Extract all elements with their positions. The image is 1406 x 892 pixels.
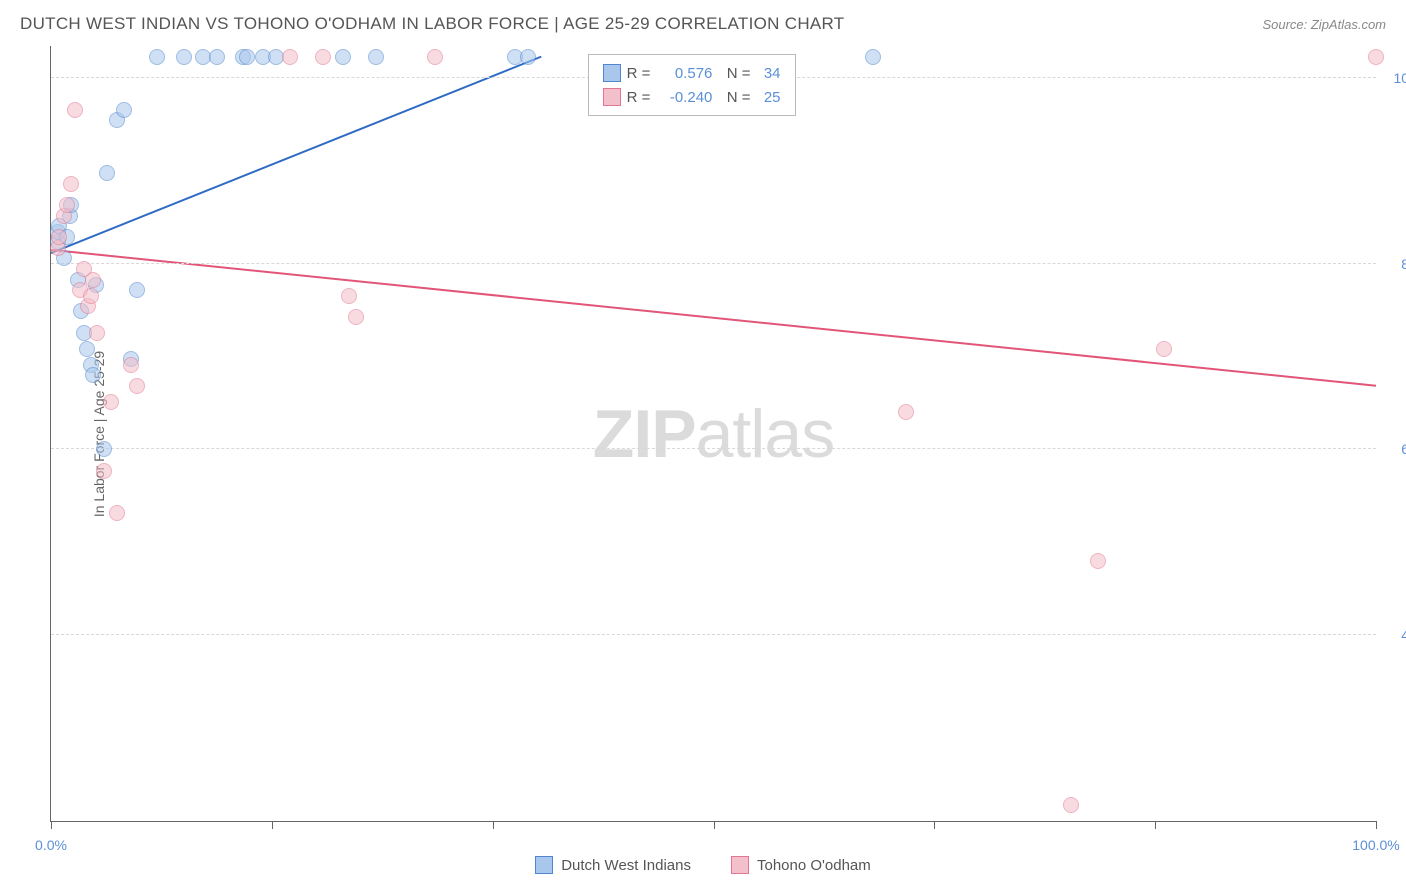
data-point bbox=[85, 367, 101, 383]
x-tick bbox=[1155, 821, 1156, 829]
data-point bbox=[67, 102, 83, 118]
data-point bbox=[96, 441, 112, 457]
data-point bbox=[99, 165, 115, 181]
data-point bbox=[1090, 553, 1106, 569]
data-point bbox=[123, 357, 139, 373]
stat-label: N = bbox=[718, 89, 750, 106]
gridline bbox=[51, 448, 1376, 449]
data-point bbox=[116, 102, 132, 118]
chart-title: DUTCH WEST INDIAN VS TOHONO O'ODHAM IN L… bbox=[20, 14, 845, 34]
data-point bbox=[898, 404, 914, 420]
gridline bbox=[51, 263, 1376, 264]
legend-swatch bbox=[731, 856, 749, 874]
data-point bbox=[1063, 797, 1079, 813]
x-tick-label: 0.0% bbox=[35, 837, 67, 853]
data-point bbox=[520, 49, 536, 65]
data-point bbox=[335, 49, 351, 65]
data-point bbox=[239, 49, 255, 65]
x-tick bbox=[1376, 821, 1377, 829]
data-point bbox=[89, 325, 105, 341]
data-point bbox=[109, 505, 125, 521]
legend-item: Tohono O'odham bbox=[731, 856, 871, 874]
data-point bbox=[83, 288, 99, 304]
data-point bbox=[176, 49, 192, 65]
data-point bbox=[85, 272, 101, 288]
x-tick bbox=[272, 821, 273, 829]
data-point bbox=[1368, 49, 1384, 65]
data-point bbox=[341, 288, 357, 304]
data-point bbox=[282, 49, 298, 65]
source-label: Source: ZipAtlas.com bbox=[1262, 17, 1386, 32]
x-tick bbox=[714, 821, 715, 829]
y-tick-label: 65.0% bbox=[1381, 441, 1406, 457]
stat-r-value: -0.240 bbox=[656, 89, 712, 106]
data-point bbox=[96, 463, 112, 479]
data-point bbox=[315, 49, 331, 65]
legend-swatch bbox=[603, 64, 621, 82]
header: DUTCH WEST INDIAN VS TOHONO O'ODHAM IN L… bbox=[0, 0, 1406, 44]
data-point bbox=[63, 176, 79, 192]
data-point bbox=[129, 282, 145, 298]
data-point bbox=[865, 49, 881, 65]
x-tick bbox=[51, 821, 52, 829]
data-point bbox=[427, 49, 443, 65]
stat-row: R = 0.576 N = 34 bbox=[603, 61, 781, 85]
y-tick-label: 100.0% bbox=[1381, 70, 1406, 86]
legend-label: Dutch West Indians bbox=[561, 857, 691, 874]
plot-region: ZIPatlas 47.5%65.0%82.5%100.0%0.0%100.0%… bbox=[50, 46, 1376, 822]
stat-label: R = bbox=[627, 89, 651, 106]
data-point bbox=[368, 49, 384, 65]
stat-r-value: 0.576 bbox=[656, 65, 712, 82]
data-point bbox=[51, 229, 67, 245]
data-point bbox=[103, 394, 119, 410]
legend-swatch bbox=[535, 856, 553, 874]
watermark-bold: ZIP bbox=[593, 396, 696, 472]
data-point bbox=[59, 197, 75, 213]
data-point bbox=[129, 378, 145, 394]
stat-label: R = bbox=[627, 65, 651, 82]
data-point bbox=[1156, 341, 1172, 357]
trend-line bbox=[51, 57, 541, 253]
bottom-legend: Dutch West Indians Tohono O'odham bbox=[0, 856, 1406, 874]
x-tick bbox=[493, 821, 494, 829]
x-tick bbox=[934, 821, 935, 829]
data-point bbox=[348, 309, 364, 325]
stat-label: N = bbox=[718, 65, 750, 82]
gridline bbox=[51, 634, 1376, 635]
chart-area: In Labor Force | Age 25-29 ZIPatlas 47.5… bbox=[50, 46, 1376, 822]
trend-lines bbox=[51, 46, 1376, 821]
stats-box: R = 0.576 N = 34 R = -0.240 N = 25 bbox=[588, 54, 796, 116]
y-tick-label: 82.5% bbox=[1381, 256, 1406, 272]
trend-line bbox=[51, 250, 1376, 386]
y-tick-label: 47.5% bbox=[1381, 627, 1406, 643]
data-point bbox=[149, 49, 165, 65]
watermark-rest: atlas bbox=[696, 396, 835, 472]
data-point bbox=[79, 341, 95, 357]
stat-n-value: 25 bbox=[757, 89, 781, 106]
data-point bbox=[209, 49, 225, 65]
x-tick-label: 100.0% bbox=[1352, 837, 1399, 853]
legend-label: Tohono O'odham bbox=[757, 857, 871, 874]
stat-n-value: 34 bbox=[757, 65, 781, 82]
legend-swatch bbox=[603, 88, 621, 106]
stat-row: R = -0.240 N = 25 bbox=[603, 85, 781, 109]
watermark: ZIPatlas bbox=[593, 395, 834, 473]
legend-item: Dutch West Indians bbox=[535, 856, 691, 874]
